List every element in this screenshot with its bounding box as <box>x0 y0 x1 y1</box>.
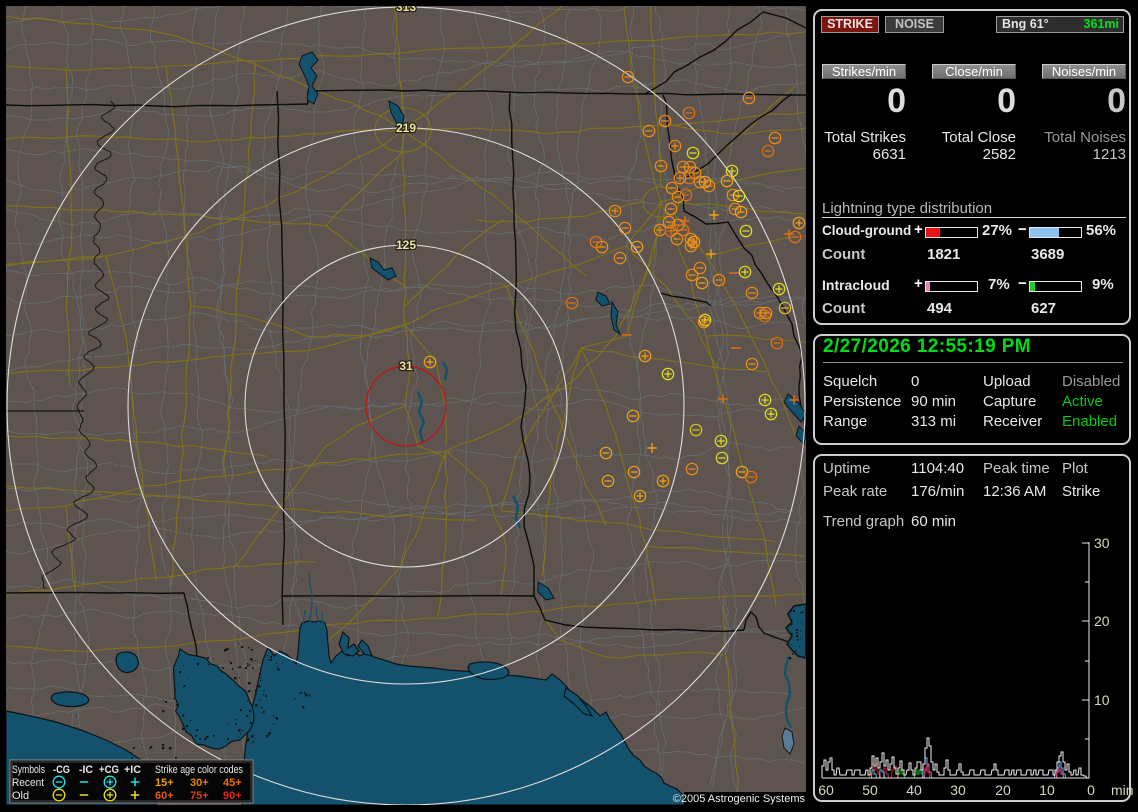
svg-text:313: 313 <box>396 6 416 14</box>
svg-text:Old: Old <box>12 790 29 802</box>
svg-text:45+: 45+ <box>223 777 242 789</box>
svg-text:Recent: Recent <box>12 777 44 789</box>
svg-text:Strike age color codes: Strike age color codes <box>155 764 243 776</box>
svg-text:40: 40 <box>906 782 922 798</box>
svg-text:+CG: +CG <box>99 764 119 776</box>
svg-text:10: 10 <box>1039 782 1055 798</box>
svg-text:+IC: +IC <box>124 764 141 776</box>
svg-text:60: 60 <box>818 782 834 798</box>
svg-text:10: 10 <box>1094 692 1110 708</box>
svg-text:75+: 75+ <box>190 790 209 802</box>
svg-text:0: 0 <box>1087 782 1095 798</box>
svg-text:Symbols: Symbols <box>12 764 45 776</box>
svg-text:30: 30 <box>950 782 966 798</box>
svg-text:30: 30 <box>1094 535 1110 551</box>
svg-text:31: 31 <box>399 359 413 373</box>
svg-text:125: 125 <box>396 238 416 252</box>
svg-text:20: 20 <box>1094 613 1110 629</box>
svg-text:90+: 90+ <box>223 790 242 802</box>
svg-text:©2005 Astrogenic Systems: ©2005 Astrogenic Systems <box>673 793 806 805</box>
svg-text:-CG: -CG <box>53 764 70 776</box>
svg-text:30+: 30+ <box>190 777 209 789</box>
svg-text:15+: 15+ <box>155 777 174 789</box>
svg-text:20: 20 <box>995 782 1011 798</box>
svg-text:219: 219 <box>396 121 416 135</box>
svg-text:50: 50 <box>862 782 878 798</box>
svg-text:min: min <box>1111 782 1133 798</box>
svg-text:60+: 60+ <box>155 790 174 802</box>
svg-text:-IC: -IC <box>79 764 93 776</box>
